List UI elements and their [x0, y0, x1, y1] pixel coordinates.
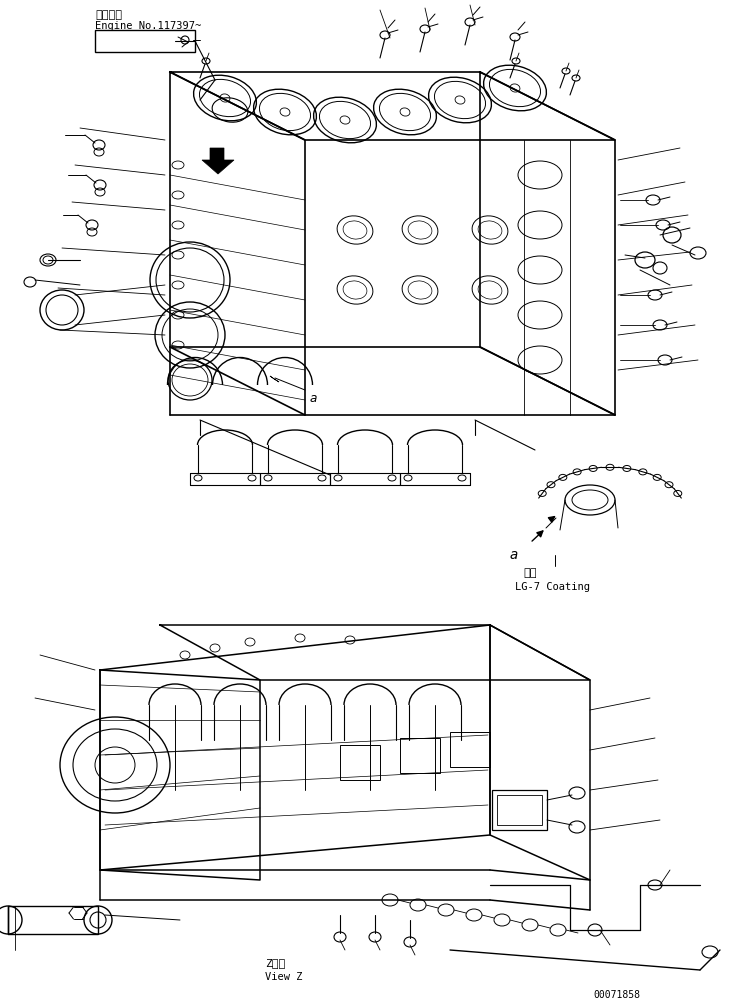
Bar	[8, 906, 98, 934]
Bar	[400, 738, 440, 773]
Text: View Z: View Z	[265, 972, 302, 982]
Text: LG-7 Coating: LG-7 Coating	[515, 582, 590, 592]
Text: 適用号機: 適用号機	[95, 10, 122, 20]
Text: a: a	[510, 548, 519, 562]
Bar	[95, 30, 195, 52]
Text: Z　規: Z 規	[265, 958, 285, 968]
Bar	[340, 745, 380, 780]
Bar	[497, 795, 542, 825]
Text: 塔布: 塔布	[523, 568, 536, 578]
Text: Engine No.117397~: Engine No.117397~	[95, 21, 202, 31]
Polygon shape	[270, 376, 279, 382]
Bar	[450, 732, 490, 767]
Text: 00071858: 00071858	[593, 990, 640, 1000]
Polygon shape	[202, 148, 234, 174]
Text: a: a	[310, 392, 317, 405]
Bar	[492, 790, 547, 830]
